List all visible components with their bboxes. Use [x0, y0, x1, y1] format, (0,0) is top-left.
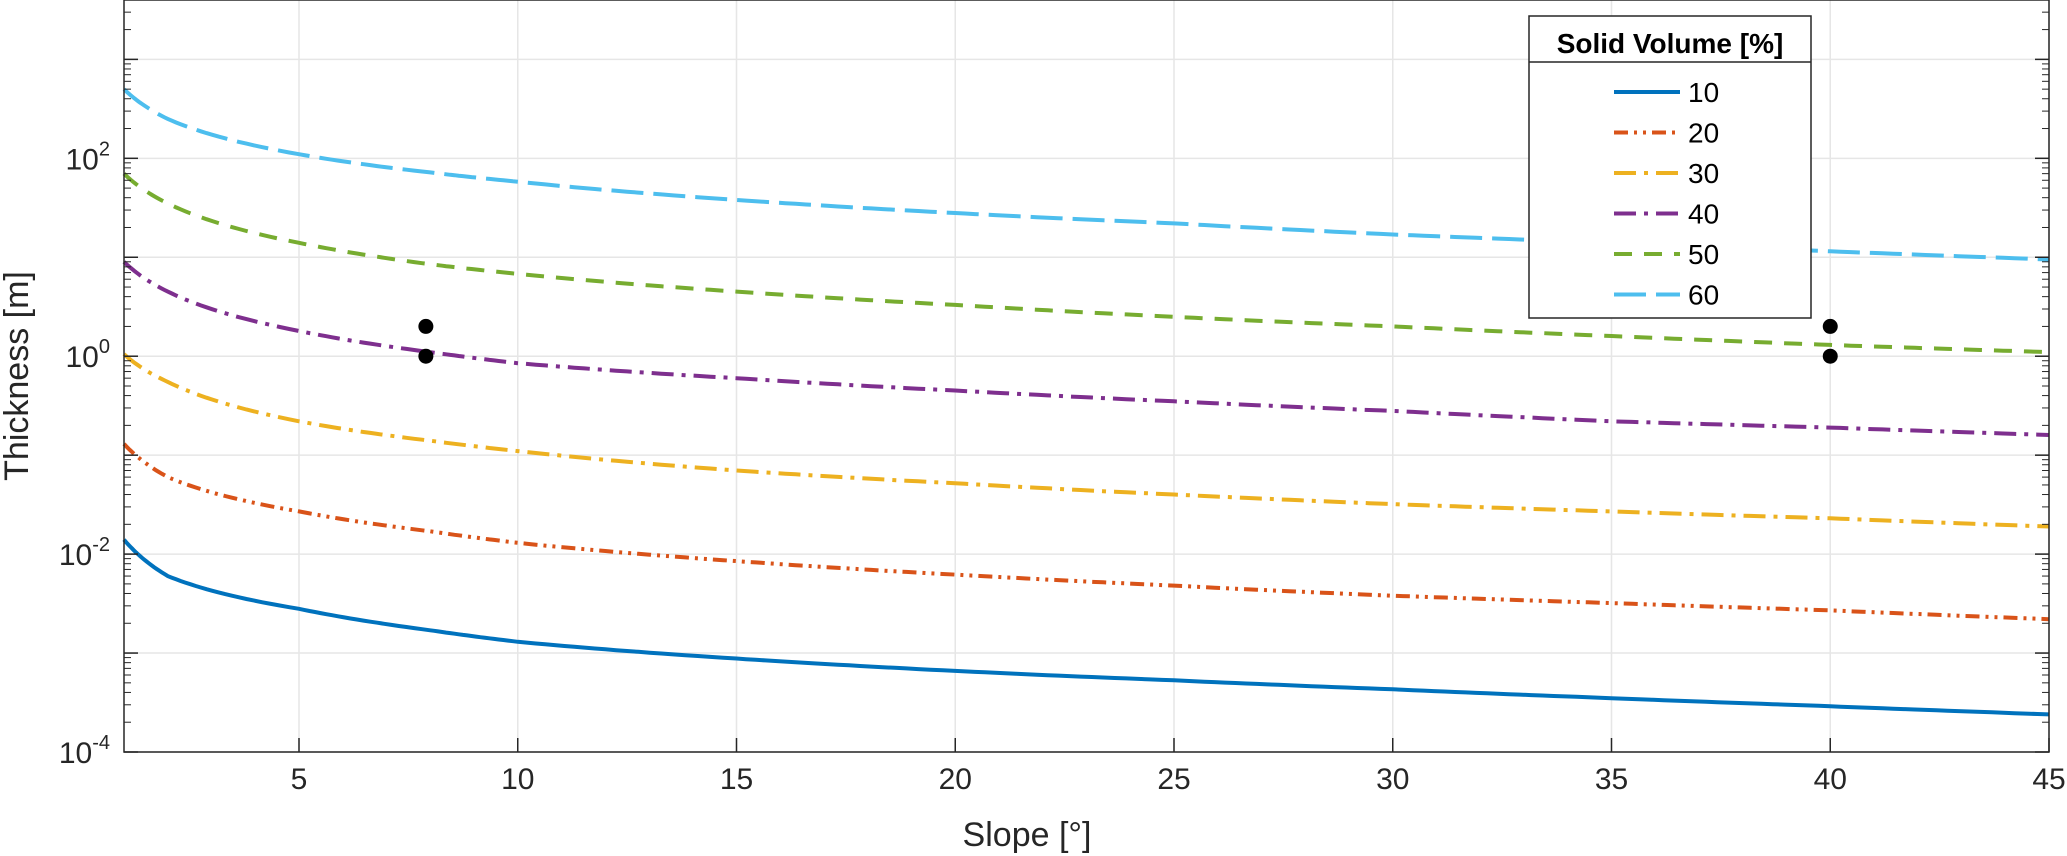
data-point-marker [1822, 348, 1838, 364]
legend-label-40: 40 [1688, 199, 1719, 230]
x-tick-label: 45 [2032, 763, 2065, 796]
data-point-marker [1822, 318, 1838, 334]
series-lines [122, 87, 2050, 717]
y-tick-exponent: -4 [92, 732, 110, 754]
x-tick-label: 10 [501, 763, 534, 796]
data-point-marker [418, 318, 434, 334]
legend-label-20: 20 [1688, 118, 1719, 149]
legend-items: 10 20 30 40 50 60 [1614, 77, 1719, 311]
legend-box [1528, 15, 1812, 319]
x-tick-label: 40 [1814, 763, 1847, 796]
series-line-10 [122, 538, 2050, 717]
x-axis-title: Slope [°] [963, 816, 1092, 854]
data-markers [418, 318, 1838, 364]
plot-frame [123, 0, 2050, 753]
y-tick-exponent: -2 [92, 534, 110, 556]
y-tick-label: 102 [66, 138, 111, 176]
x-tick-label: 35 [1595, 763, 1628, 796]
y-tick-base: 10 [59, 539, 92, 572]
y-tick-exponent: 0 [99, 336, 110, 358]
y-tick-label: 10-2 [59, 534, 110, 572]
legend-label-50: 50 [1688, 239, 1719, 270]
y-tick-base: 10 [66, 341, 99, 374]
series-line-20 [122, 442, 2050, 622]
series-line-30 [122, 352, 2050, 529]
legend-label-30: 30 [1688, 158, 1719, 189]
x-tick-label: 30 [1376, 763, 1409, 796]
y-axis-title: Thickness [m] [0, 271, 36, 481]
series-line-50 [122, 172, 2050, 355]
y-tick-label: 100 [66, 336, 111, 374]
x-tick-label: 25 [1157, 763, 1190, 796]
x-tick-label: 20 [939, 763, 972, 796]
y-tick-exponent: 2 [99, 138, 110, 160]
legend-title: Solid Volume [%] [1557, 28, 1784, 59]
x-tick-label: 5 [291, 763, 308, 796]
series-line-40 [122, 260, 2050, 437]
legend: Solid Volume [%] 10 20 30 40 50 60 [1528, 15, 1812, 319]
legend-label-10: 10 [1688, 77, 1719, 108]
y-tick-label: 10-4 [59, 732, 110, 770]
y-tick-base: 10 [59, 737, 92, 770]
x-tick-label: 15 [720, 763, 753, 796]
legend-label-60: 60 [1688, 280, 1719, 311]
x-axis-ticks: 5 10 15 20 25 30 35 40 45 [291, 738, 2066, 796]
y-tick-base: 10 [66, 143, 99, 176]
data-point-marker [418, 348, 434, 364]
